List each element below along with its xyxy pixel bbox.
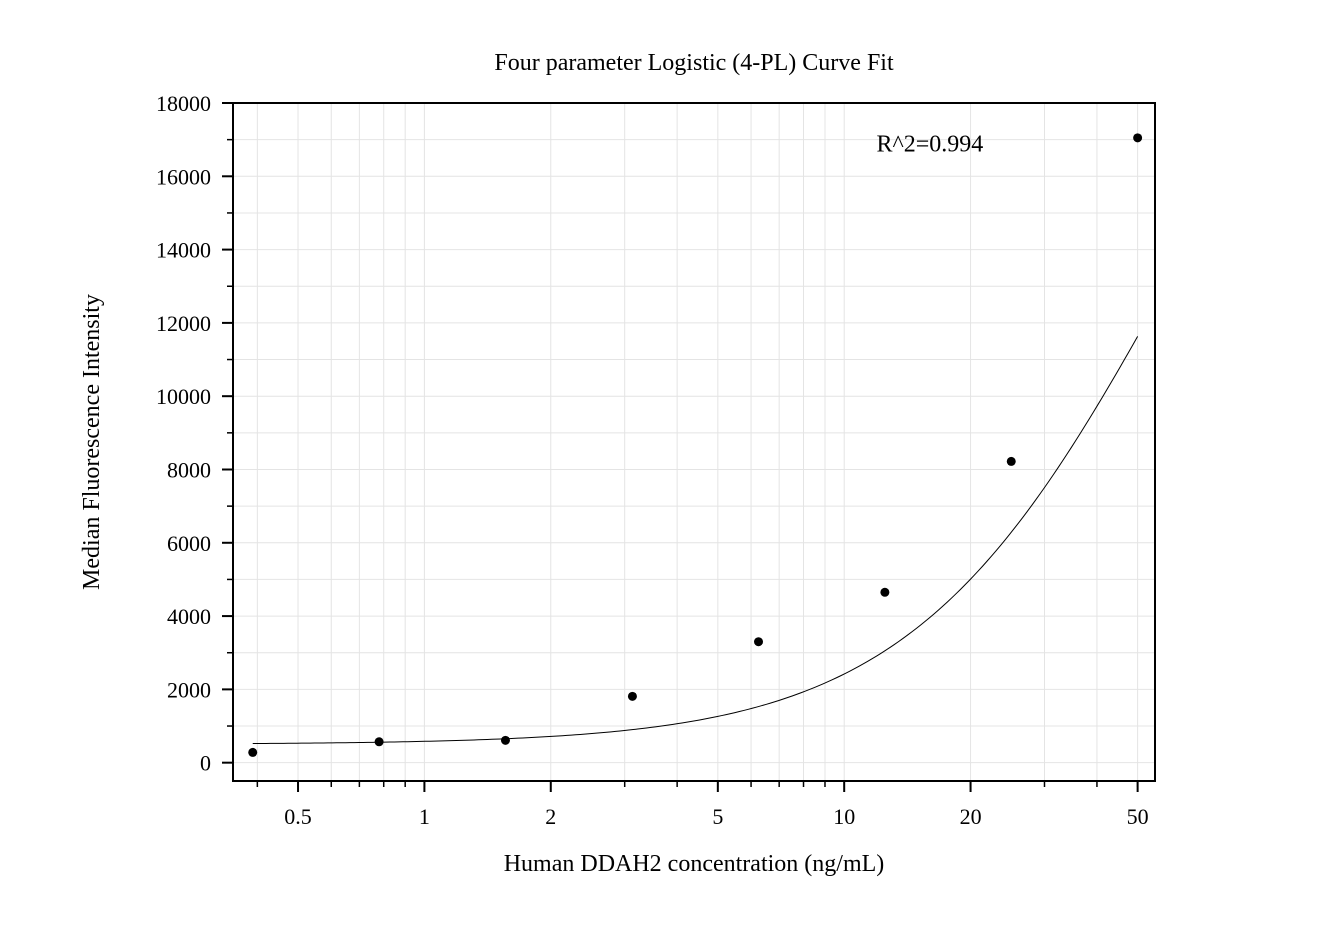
y-tick-label: 16000	[156, 164, 211, 189]
chart-title: Four parameter Logistic (4-PL) Curve Fit	[494, 50, 894, 76]
y-tick-label: 0	[200, 751, 211, 776]
x-tick-label: 20	[960, 804, 982, 829]
x-axis-label: Human DDAH2 concentration (ng/mL)	[504, 851, 885, 877]
data-points	[248, 133, 1143, 757]
x-tick-label: 50	[1127, 804, 1149, 829]
data-point	[248, 747, 258, 757]
data-point	[1006, 456, 1016, 466]
data-point	[374, 737, 384, 747]
y-tick-label: 6000	[167, 531, 211, 556]
y-tick-label: 14000	[156, 238, 211, 263]
y-axis-label: Median Fluorescence Intensity	[79, 294, 105, 590]
fit-curve	[252, 336, 1139, 745]
data-point	[880, 587, 890, 597]
y-tick-label: 12000	[156, 311, 211, 336]
tick-labels: 0.5 1 2 5 10 20 50 0 2000 4000 6000 8000 10000 12000 1…	[156, 91, 1149, 829]
data-point	[627, 691, 637, 701]
data-point	[754, 637, 764, 647]
y-tick-label: 2000	[167, 677, 211, 702]
y-tick-label: 18000	[156, 91, 211, 116]
y-tick-label: 8000	[167, 457, 211, 482]
x-tick-label: 2	[545, 804, 556, 829]
grid	[233, 102, 1155, 781]
x-tick-label: 10	[833, 804, 855, 829]
r-squared-annotation: R^2=0.994	[876, 131, 983, 157]
y-tick-label: 4000	[167, 604, 211, 629]
x-tick-label: 5	[712, 804, 723, 829]
data-point	[500, 735, 510, 745]
x-tick-label: 1	[419, 804, 430, 829]
plot-frame	[232, 102, 1156, 782]
data-point	[1133, 133, 1143, 143]
y-tick-label: 10000	[156, 384, 211, 409]
axis-ticks	[222, 102, 1139, 792]
x-tick-label: 0.5	[284, 804, 312, 829]
